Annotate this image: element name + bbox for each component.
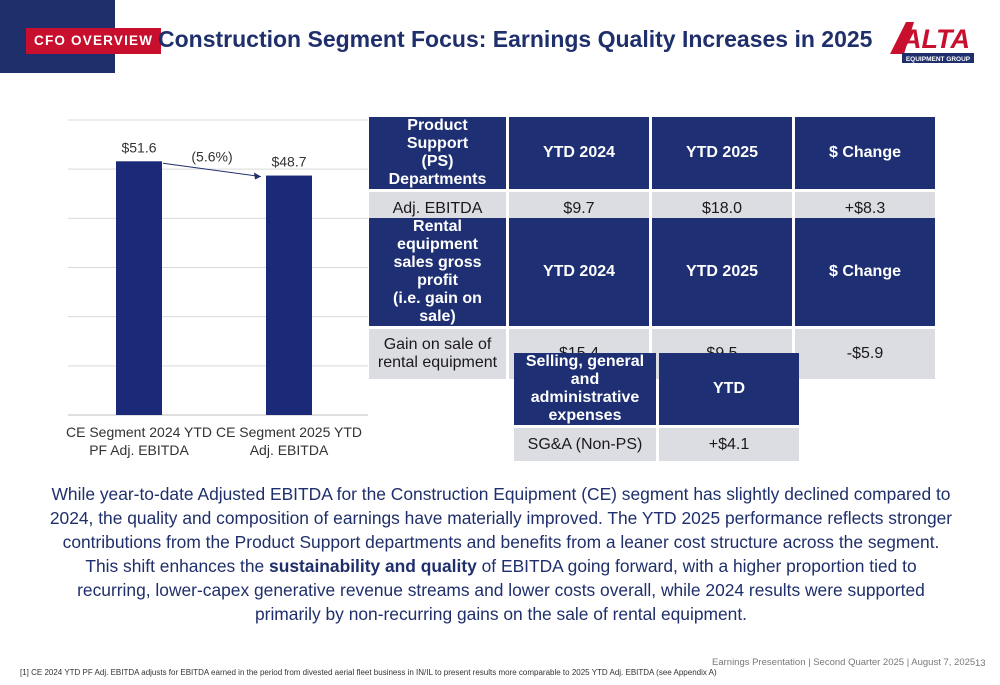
rental-header-ytd2024: YTD 2024: [509, 218, 649, 326]
sga-table: Selling, general and administrative expe…: [511, 350, 802, 464]
footnote: [1] CE 2024 YTD PF Adj. EBITDA adjusts f…: [20, 668, 717, 677]
bar: [266, 175, 312, 415]
rental-header-label: Rental equipment sales gross profit (i.e…: [369, 218, 506, 326]
data-label: $48.7: [271, 154, 306, 170]
alta-logo: ALTA EQUIPMENT GROUP: [890, 22, 974, 63]
product-support-table: Product Support (PS) Departments YTD 202…: [366, 114, 938, 228]
logo-text: ALTA: [901, 24, 970, 54]
ps-header-ytd2025: YTD 2025: [652, 117, 792, 189]
sga-header-line1: Selling, general: [525, 353, 645, 370]
sga-header-ytd: YTD: [659, 353, 799, 425]
summary-part2: of EBITDA going forward, with a higher p…: [77, 556, 925, 624]
page-number: 13: [975, 658, 986, 669]
trend-arrow-line: [162, 162, 262, 178]
footer-text: Earnings Presentation | Second Quarter 2…: [712, 657, 976, 668]
x-tick-label: Adj. EBITDA: [250, 442, 329, 458]
rental-gain-table: Rental equipment sales gross profit (i.e…: [366, 215, 938, 382]
sga-row-label: SG&A (Non-PS): [514, 428, 656, 461]
ps-header-line1: Product Support: [406, 117, 469, 152]
sga-header-line2: and administrative: [530, 371, 640, 406]
data-label: $51.6: [121, 139, 156, 155]
ps-header-change: $ Change: [795, 117, 935, 189]
sga-header-line3: expenses: [548, 407, 622, 424]
rental-row-change: -$5.9: [795, 329, 935, 379]
trend-arrow-head: [254, 172, 261, 180]
logo-subtext: EQUIPMENT GROUP: [906, 56, 971, 63]
ps-header-ytd2024: YTD 2024: [509, 117, 649, 189]
rental-header-change: $ Change: [795, 218, 935, 326]
x-tick-label: CE Segment 2025 YTD: [216, 424, 362, 440]
sga-row-value: +$4.1: [659, 428, 799, 461]
section-badge: CFO OVERVIEW: [26, 28, 162, 54]
rental-header-line1: Rental equipment: [397, 218, 478, 253]
bar: [116, 161, 162, 415]
rental-row-label: Gain on sale of rental equipment: [369, 329, 506, 379]
rental-header-line3: (i.e. gain on sale): [393, 290, 482, 325]
summary-paragraph: While year-to-date Adjusted EBITDA for t…: [48, 482, 954, 626]
x-tick-label: CE Segment 2024 YTD: [66, 424, 212, 440]
chart-svg: $51.6 CE Segment 2024 YTD PF Adj. EBITDA $4…: [66, 119, 368, 458]
page-title: Construction Segment Focus: Earnings Qua…: [158, 26, 873, 52]
rental-row-label-line1: Gain on sale of: [383, 336, 492, 353]
ps-header-label: Product Support (PS) Departments: [369, 117, 506, 189]
summary-part1: While year-to-date Adjusted EBITDA for t…: [49, 484, 953, 576]
x-tick-label: PF Adj. EBITDA: [89, 442, 189, 458]
rental-header-ytd2025: YTD 2025: [652, 218, 792, 326]
ebitda-bar-chart: $51.6 CE Segment 2024 YTD PF Adj. EBITDA $4…: [66, 118, 368, 468]
rental-header-line2: sales gross profit: [393, 254, 482, 289]
rental-row-label-line2: rental equipment: [377, 354, 498, 371]
ps-header-line2: (PS) Departments: [388, 153, 487, 188]
change-annotation: (5.6%): [191, 148, 232, 164]
summary-bold: sustainability and quality: [269, 556, 477, 576]
sga-header-label: Selling, general and administrative expe…: [514, 353, 656, 425]
